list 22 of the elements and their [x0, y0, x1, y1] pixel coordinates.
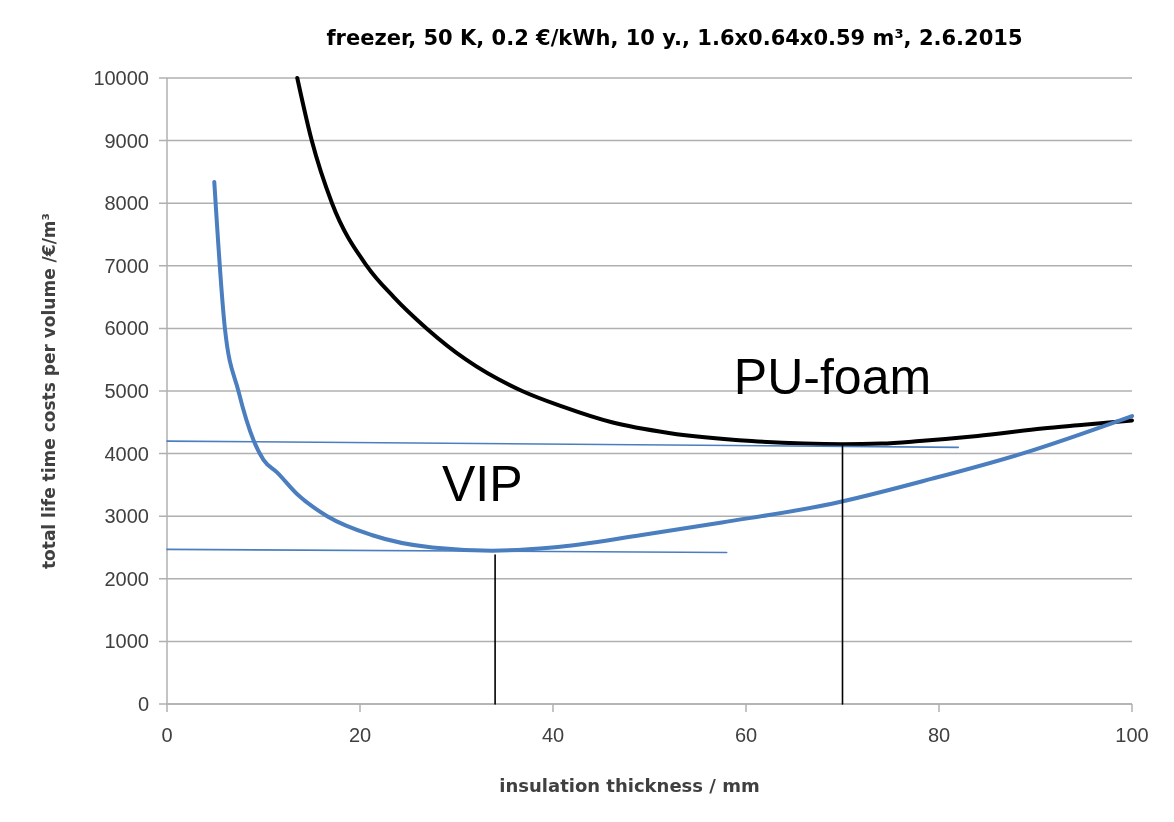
y-tick-label: 6000 [104, 317, 149, 340]
y-tick-label: 4000 [104, 442, 149, 465]
y-tick-label: 0 [137, 693, 149, 715]
x-tick-label: 100 [1115, 724, 1149, 746]
chart-title: freezer, 50 K, 0.2 €/kWh, 10 y., 1.6x0.64x0.59 m³, 2.6.2015 [326, 26, 1023, 50]
x-tick-label: 20 [348, 724, 372, 746]
y-tick-label: 5000 [104, 380, 149, 402]
y-tick-label: 9000 [104, 129, 149, 152]
x-axis-title: insulation thickness / mm [499, 775, 760, 796]
series-label: PU-foam [733, 349, 932, 406]
y-axis-title: total life time costs per volume /€/m³ [39, 212, 59, 570]
y-tick-label: 2000 [104, 567, 149, 590]
x-tick-label: 0 [161, 724, 173, 746]
x-tick-label: 40 [541, 724, 565, 746]
x-tick-label: 60 [734, 724, 758, 746]
y-tick-label: 1000 [104, 630, 149, 653]
series-label: VIP [441, 455, 523, 512]
x-tick-label: 80 [927, 724, 951, 746]
y-tick-label: 8000 [104, 192, 149, 215]
y-tick-label: 3000 [104, 505, 149, 528]
y-tick-label: 7000 [104, 254, 149, 277]
y-tick-label: 10000 [93, 67, 149, 89]
